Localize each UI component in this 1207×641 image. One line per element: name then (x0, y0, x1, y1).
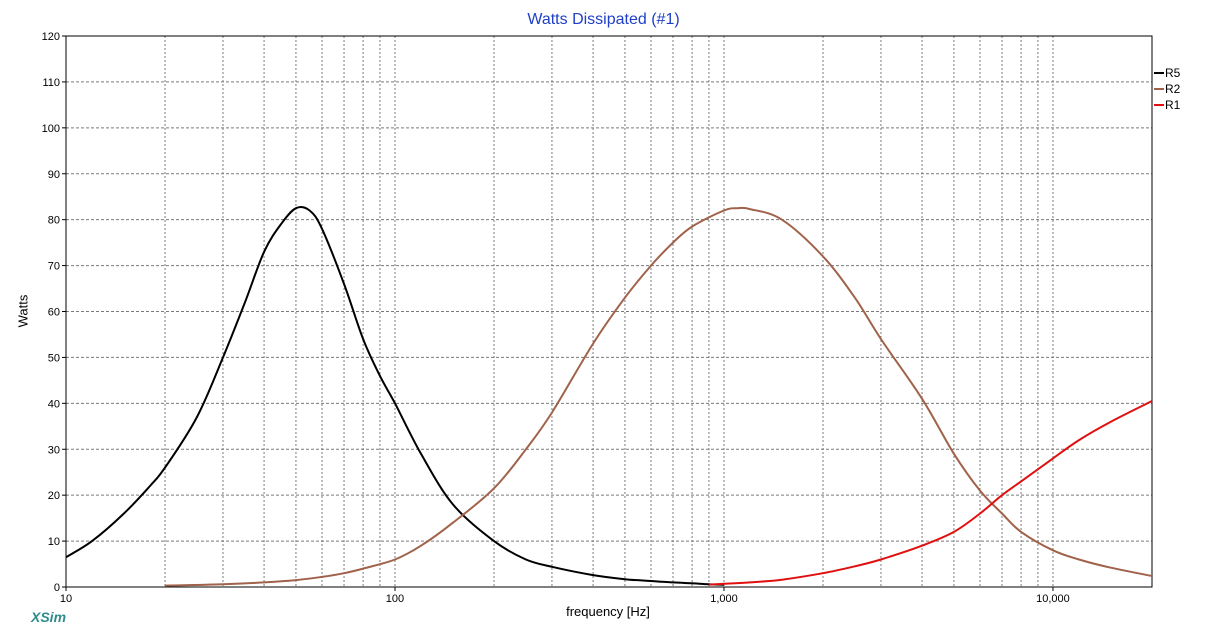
x-tick-label: 1,000 (710, 593, 738, 605)
plot-frame (65, 35, 1153, 588)
app-logo: XSim (31, 609, 67, 625)
legend-label-r5: R5 (1165, 66, 1181, 80)
legend-label-r1: R1 (1165, 98, 1181, 112)
y-tick-label: 0 (54, 582, 60, 594)
chart-title: Watts Dissipated (#1) (527, 11, 680, 28)
x-tick-label: 10 (60, 593, 72, 605)
series-line-r2 (164, 206, 1153, 587)
y-tick-label: 20 (48, 490, 60, 502)
y-tick-label: 90 (48, 169, 60, 181)
x-tick-label: 100 (386, 593, 404, 605)
y-tick-label: 10 (48, 536, 60, 548)
legend-label-r2: R2 (1165, 82, 1181, 96)
series-line-r5 (65, 205, 725, 586)
series-line-r1 (708, 400, 1153, 586)
x-tick-label: 10,000 (1036, 593, 1070, 605)
y-tick-label: 40 (48, 398, 60, 410)
y-tick-label: 100 (42, 123, 60, 135)
y-tick-label: 110 (42, 77, 60, 89)
x-axis-label: frequency [Hz] (566, 604, 650, 619)
y-tick-label: 60 (48, 307, 60, 319)
y-tick-label: 30 (48, 444, 60, 456)
y-tick-label: 70 (48, 261, 60, 273)
y-tick-label: 50 (48, 352, 60, 364)
y-tick-label: 120 (42, 31, 60, 43)
y-tick-label: 80 (48, 215, 60, 227)
